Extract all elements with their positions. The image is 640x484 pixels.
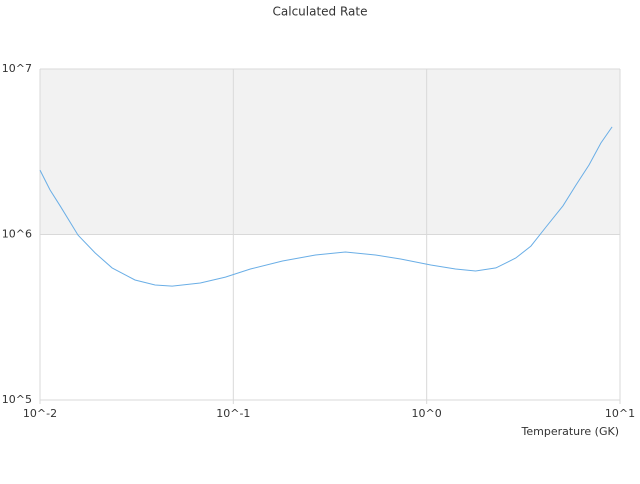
y-tick-label: 10^5 bbox=[2, 393, 32, 406]
x-tick-label: 10^-1 bbox=[216, 407, 250, 420]
x-tick-label: 10^-2 bbox=[23, 407, 57, 420]
x-axis-label: Temperature (GK) bbox=[521, 425, 620, 438]
x-tick-label: 10^0 bbox=[412, 407, 442, 420]
line-series bbox=[39, 126, 613, 287]
y-tick-label: 10^7 bbox=[2, 62, 32, 75]
chart-title: Calculated Rate bbox=[273, 5, 368, 19]
x-tick-label: 10^1 bbox=[605, 407, 635, 420]
grid-band bbox=[40, 69, 620, 235]
y-tick-label: 10^6 bbox=[2, 228, 32, 241]
